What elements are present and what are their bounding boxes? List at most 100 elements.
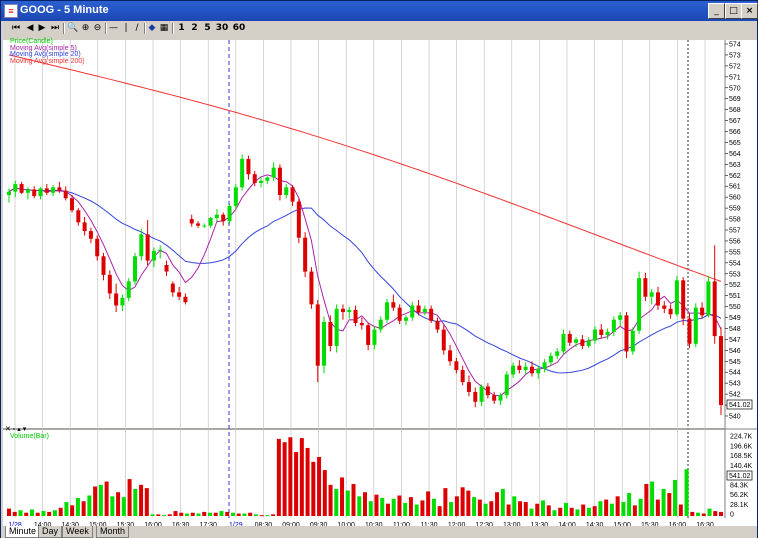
time-label: 16:00	[669, 522, 687, 529]
horizontal-line-tool-icon[interactable]: —	[109, 23, 118, 33]
candle-body	[322, 321, 327, 366]
zoom-in-icon[interactable]: ⊕	[81, 23, 90, 33]
candle-body	[643, 278, 648, 297]
title-bar[interactable]: ≡ GOOG - 5 Minute _ □ ×	[1, 1, 758, 21]
zoom-icon[interactable]: 🔍	[67, 23, 79, 33]
volume-bar	[512, 496, 517, 516]
price-tick-label: 560	[729, 195, 741, 202]
zoom-out-icon[interactable]: ⊖	[93, 23, 102, 33]
globe-icon[interactable]: ◆	[148, 23, 156, 33]
volume-bar	[552, 510, 557, 516]
volume-bar	[236, 513, 241, 516]
candle-body	[151, 250, 156, 261]
price-tick-label: 566	[729, 129, 741, 136]
candle-body	[114, 293, 119, 306]
volume-bar	[719, 511, 723, 516]
candle-body	[719, 336, 723, 406]
volume-bar	[426, 491, 431, 516]
price-pane[interactable]	[3, 40, 725, 428]
prev-bar-button[interactable]: ◀	[26, 23, 34, 33]
volume-bar	[690, 511, 695, 516]
tab-week[interactable]: Week	[62, 526, 93, 538]
candle-body	[63, 190, 68, 199]
volume-bar	[162, 515, 167, 517]
window-title: GOOG - 5 Minute	[20, 4, 109, 16]
interval-2-button[interactable]: 2	[191, 23, 198, 33]
volume-series	[7, 437, 723, 517]
candle-body	[120, 297, 125, 306]
volume-bar	[483, 503, 488, 516]
price-axis: 574 573 572 571 570 569 568 567 566 565 564 563 562 5…	[725, 42, 741, 421]
trendline-tool-icon[interactable]: /	[135, 23, 139, 33]
next-bar-button[interactable]: ▶	[38, 23, 46, 33]
candle-body	[416, 305, 421, 313]
price-tick-label: 557	[729, 228, 741, 235]
price-tick-label: 569	[729, 96, 741, 103]
time-label: 17:30	[199, 522, 217, 529]
interval-5-button[interactable]: 5	[204, 23, 211, 33]
candle-body	[366, 325, 371, 345]
legend-ma200[interactable]: Moving Avg(simple 200)	[10, 57, 85, 65]
volume-tick-label: 28.1K	[730, 502, 749, 509]
toolbar-separator	[105, 23, 107, 34]
pane-controls[interactable]: ✕ ▫ ▴ ▾	[5, 426, 27, 433]
volume-bar	[110, 496, 115, 516]
maximize-button[interactable]: □	[725, 3, 742, 19]
price-tick-label: 548	[729, 326, 741, 333]
volume-bar	[363, 492, 367, 516]
candle-body	[303, 237, 308, 272]
minimize-button[interactable]: _	[708, 3, 725, 19]
time-axis: 1/28 14:00 14:30 15:00 15:30 16:00 16:30 17:30 1…	[8, 522, 714, 529]
candle-body	[139, 234, 144, 257]
grid-lines	[14, 40, 706, 518]
last-bar-button[interactable]: ⏭	[50, 23, 60, 33]
volume-bar	[500, 488, 505, 516]
legend-ma5[interactable]: Moving Avg(simple 5)	[10, 44, 77, 52]
volume-bar	[127, 479, 132, 516]
time-label: 12:00	[448, 522, 466, 529]
price-volume-chart[interactable]: 574 573 572 571 570 569 568 567 566 565 564 563 562 5…	[3, 35, 757, 535]
volume-bar	[684, 469, 689, 516]
interval-60-button[interactable]: 60	[232, 23, 246, 33]
chart-settings-icon[interactable]: ▦	[159, 23, 169, 33]
volume-bar	[351, 484, 356, 516]
first-bar-button[interactable]: ⏮	[11, 23, 21, 33]
candle-body	[189, 219, 194, 224]
volume-bar	[179, 512, 184, 516]
chart-legend[interactable]: Price(Candle) Moving Avg(simple 5) Movin…	[10, 38, 85, 65]
volume-bar	[104, 481, 109, 516]
candle-body	[517, 365, 522, 371]
volume-bar	[518, 501, 523, 516]
candle-body	[334, 308, 339, 346]
volume-bar	[701, 513, 706, 516]
volume-bar	[305, 447, 310, 516]
volume-bar	[288, 437, 293, 516]
price-tick-label: 567	[729, 118, 741, 125]
current-price-tag: 541.02	[726, 399, 753, 410]
ma200-line	[8, 54, 722, 282]
legend-ma20[interactable]: Moving Avg(simple 20)	[10, 51, 81, 58]
legend-volume[interactable]: Volume(Bar)	[10, 433, 49, 440]
candle-body	[529, 366, 534, 374]
candle-body	[712, 281, 717, 337]
volume-tick-label: 56.2K	[730, 492, 749, 499]
interval-30-button[interactable]: 30	[215, 23, 229, 33]
vertical-line-tool-icon[interactable]: |	[124, 23, 128, 33]
volume-bar	[368, 501, 373, 516]
price-tick-label: 550	[729, 304, 741, 311]
volume-bar	[644, 484, 649, 516]
volume-bar	[173, 511, 178, 516]
volume-bar	[627, 493, 632, 516]
time-label: 10:30	[365, 522, 383, 529]
tab-month[interactable]: Month	[96, 526, 130, 538]
candle-body	[492, 395, 497, 401]
candle-body	[101, 256, 106, 275]
tab-minute[interactable]: Minute	[5, 526, 41, 538]
legend-price[interactable]: Price(Candle)	[10, 38, 53, 45]
close-button[interactable]: ×	[741, 3, 758, 19]
candle-body	[498, 395, 503, 401]
candle-body	[542, 362, 547, 369]
tab-day[interactable]: Day	[38, 526, 63, 538]
interval-1-button[interactable]: 1	[178, 23, 185, 33]
candle-body	[637, 278, 642, 331]
